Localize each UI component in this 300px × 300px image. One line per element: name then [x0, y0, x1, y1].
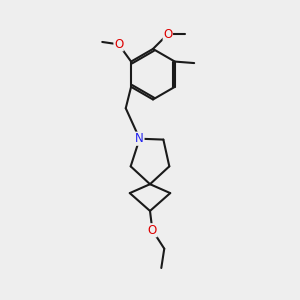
Text: O: O	[163, 28, 172, 40]
Text: N: N	[135, 132, 144, 145]
Text: O: O	[114, 38, 123, 51]
Text: O: O	[148, 224, 157, 237]
